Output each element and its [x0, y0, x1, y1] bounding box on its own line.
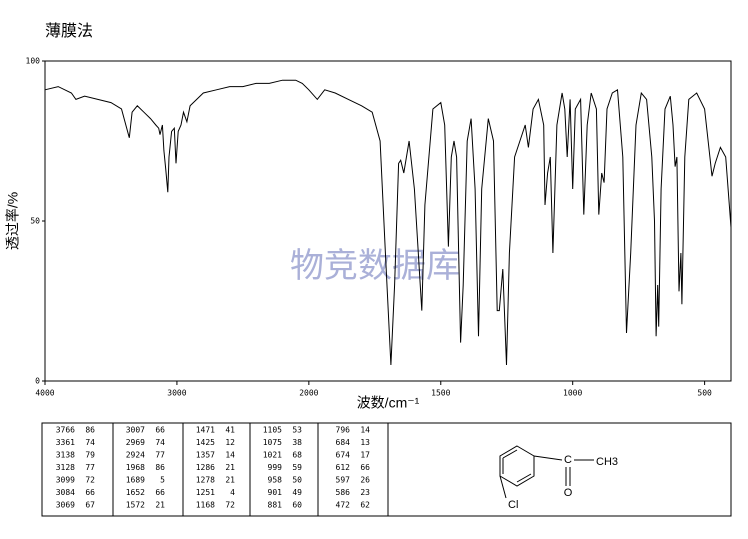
peak-wavenumber: 1968: [126, 463, 145, 472]
peak-transmittance: 79: [85, 451, 95, 460]
peak-transmittance: 77: [85, 463, 95, 472]
x-tick-label: 4000: [35, 389, 54, 398]
peak-transmittance: 5: [160, 476, 165, 485]
peak-wavenumber: 958: [268, 476, 283, 485]
peak-wavenumber: 901: [268, 488, 283, 497]
peak-transmittance: 53: [292, 426, 302, 435]
peak-transmittance: 17: [360, 451, 370, 460]
peak-wavenumber: 1572: [126, 501, 145, 510]
peak-wavenumber: 1168: [196, 501, 215, 510]
peak-transmittance: 74: [85, 438, 95, 447]
peak-wavenumber: 3007: [126, 426, 145, 435]
peak-transmittance: 66: [155, 488, 165, 497]
peak-transmittance: 66: [85, 488, 95, 497]
peak-transmittance: 72: [225, 501, 235, 510]
peak-wavenumber: 796: [336, 426, 351, 435]
peak-transmittance: 62: [360, 501, 370, 510]
y-axis-label: 透过率/%: [5, 192, 21, 250]
peak-wavenumber: 3361: [56, 438, 75, 447]
y-tick-label: 0: [35, 377, 40, 386]
peak-transmittance: 14: [225, 451, 235, 460]
atom-label: Cl: [508, 499, 518, 511]
peak-transmittance: 12: [225, 438, 235, 447]
peak-wavenumber: 597: [336, 476, 351, 485]
peak-transmittance: 86: [85, 426, 95, 435]
peak-wavenumber: 1278: [196, 476, 215, 485]
peak-transmittance: 21: [225, 476, 235, 485]
peak-wavenumber: 1105: [263, 426, 282, 435]
peak-transmittance: 74: [155, 438, 165, 447]
peak-wavenumber: 3138: [56, 451, 75, 460]
peak-wavenumber: 1251: [196, 488, 215, 497]
x-tick-label: 3000: [167, 389, 186, 398]
peak-wavenumber: 3084: [56, 488, 75, 497]
peak-wavenumber: 2969: [126, 438, 145, 447]
peak-wavenumber: 1357: [196, 451, 215, 460]
table-frame: [41, 422, 732, 517]
table-dividers: [112, 423, 389, 516]
peak-wavenumber: 684: [336, 438, 351, 447]
atom-label: C: [564, 454, 572, 466]
peak-wavenumber: 612: [336, 463, 351, 472]
atom-label: CH3: [596, 456, 618, 468]
x-tick-label: 1500: [431, 389, 450, 398]
peak-wavenumber: 1021: [263, 451, 282, 460]
y-tick-label: 100: [26, 57, 41, 66]
y-tick-label: 50: [30, 217, 40, 226]
peak-wavenumber: 3069: [56, 501, 75, 510]
peak-wavenumber: 674: [336, 451, 351, 460]
atom-label: O: [564, 487, 573, 499]
x-tick-label: 2000: [299, 389, 318, 398]
peak-transmittance: 4: [230, 488, 235, 497]
spectrum-line: [44, 79, 732, 366]
peak-transmittance: 41: [225, 426, 235, 435]
peak-wavenumber: 1471: [196, 426, 215, 435]
molecule: [499, 445, 594, 499]
peak-wavenumber: 881: [268, 501, 283, 510]
peak-transmittance: 59: [292, 463, 302, 472]
peak-wavenumber: 1075: [263, 438, 282, 447]
peak-wavenumber: 1425: [196, 438, 215, 447]
watermark: 物竞数据库: [290, 247, 460, 285]
peak-wavenumber: 472: [336, 501, 351, 510]
peak-transmittance: 68: [292, 451, 302, 460]
peak-wavenumber: 3099: [56, 476, 75, 485]
peak-wavenumber: 3128: [56, 463, 75, 472]
peak-transmittance: 21: [155, 501, 165, 510]
peak-transmittance: 23: [360, 488, 370, 497]
peak-transmittance: 13: [360, 438, 370, 447]
peak-transmittance: 67: [85, 501, 95, 510]
peak-wavenumber: 586: [336, 488, 351, 497]
peak-transmittance: 38: [292, 438, 302, 447]
x-tick-label: 500: [697, 389, 712, 398]
peak-wavenumber: 999: [268, 463, 283, 472]
peak-wavenumber: 2924: [126, 451, 145, 460]
peak-transmittance: 66: [155, 426, 165, 435]
peak-wavenumber: 1652: [126, 488, 145, 497]
peak-transmittance: 86: [155, 463, 165, 472]
x-tick-label: 1000: [563, 389, 582, 398]
peak-transmittance: 14: [360, 426, 370, 435]
peak-transmittance: 50: [292, 476, 302, 485]
peak-transmittance: 72: [85, 476, 95, 485]
x-axis-label: 波数/cm⁻¹: [357, 395, 420, 411]
peak-transmittance: 21: [225, 463, 235, 472]
peak-wavenumber: 1689: [126, 476, 145, 485]
peak-transmittance: 49: [292, 488, 302, 497]
title: 薄膜法: [45, 22, 93, 40]
peak-transmittance: 66: [360, 463, 370, 472]
peak-transmittance: 26: [360, 476, 370, 485]
peak-transmittance: 60: [292, 501, 302, 510]
plot-frame: [44, 60, 732, 382]
peak-transmittance: 77: [155, 451, 165, 460]
peak-wavenumber: 1286: [196, 463, 215, 472]
peak-wavenumber: 3766: [56, 426, 75, 435]
